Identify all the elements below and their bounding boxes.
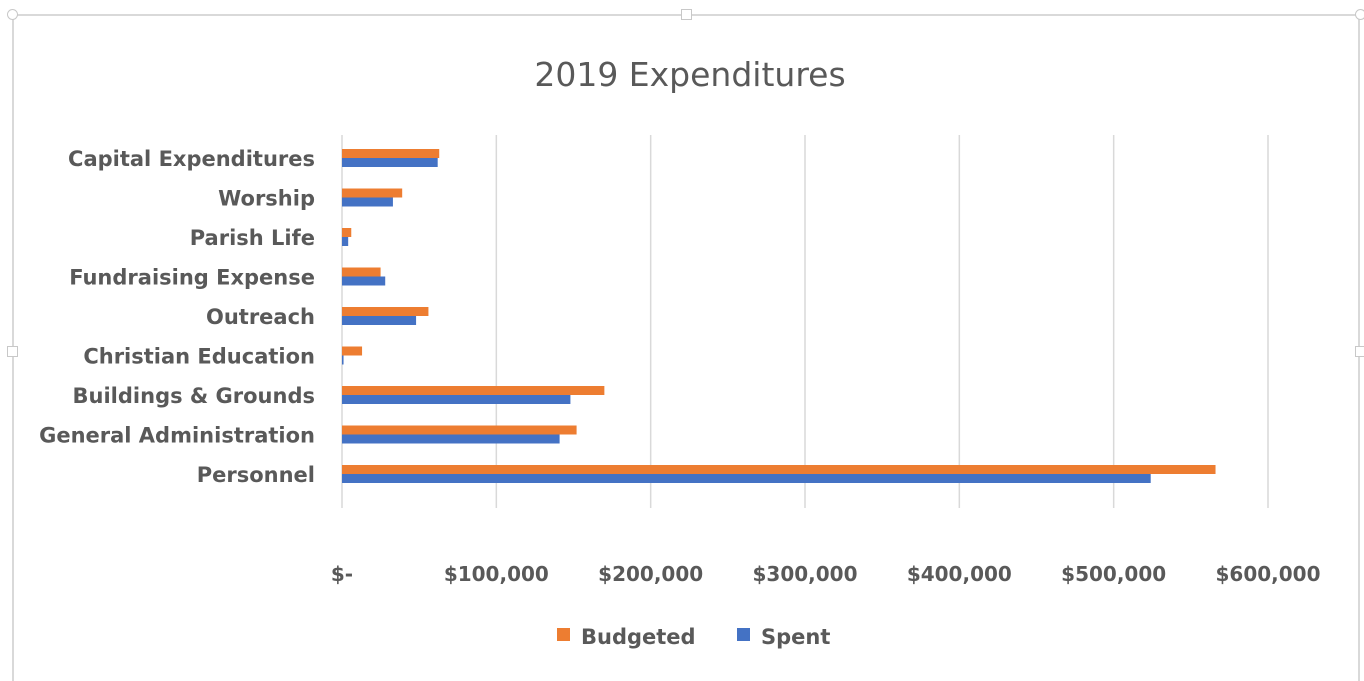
bar-spent-buildings-and-grounds[interactable]: [342, 395, 571, 404]
category-label-outreach: Outreach: [206, 305, 315, 329]
resize-handle-top-left[interactable]: [7, 9, 18, 20]
bar-budgeted-personnel[interactable]: [342, 465, 1216, 474]
x-tick-label-0: $-: [331, 562, 353, 586]
category-label-worship: Worship: [218, 187, 315, 211]
resize-handle-top-right[interactable]: [1355, 9, 1364, 20]
legend: Budgeted Spent: [557, 625, 830, 649]
bars: [342, 149, 1216, 483]
bar-budgeted-general-administration[interactable]: [342, 425, 577, 435]
bar-budgeted-capital-expenditures[interactable]: [342, 149, 440, 158]
category-label-general-administration: General Administration: [39, 424, 315, 448]
bar-budgeted-parish-life[interactable]: [342, 228, 352, 237]
bar-spent-general-administration[interactable]: [342, 434, 560, 444]
resize-handle-middle-left[interactable]: [7, 346, 18, 357]
resize-handle-top-center[interactable]: [681, 9, 692, 20]
category-label-personnel: Personnel: [197, 463, 315, 487]
bar-spent-capital-expenditures[interactable]: [342, 158, 438, 167]
bar-spent-worship[interactable]: [342, 197, 393, 207]
bar-spent-outreach[interactable]: [342, 316, 417, 325]
legend-label-spent: Spent: [761, 625, 830, 649]
x-axis-tick-labels: $- $100,000 $200,000 $300,000 $400,000 $500,0…: [331, 562, 1321, 586]
category-label-capital-expenditures: Capital Expenditures: [68, 147, 315, 171]
category-label-buildings-and-grounds: Buildings & Grounds: [73, 384, 315, 408]
category-label-christian-education: Christian Education: [83, 345, 315, 369]
chart-title: 2019 Expenditures: [534, 55, 845, 94]
bar-spent-personnel[interactable]: [342, 474, 1151, 483]
category-label-fundraising-expense: Fundraising Expense: [69, 266, 315, 290]
category-labels: Capital Expenditures Worship Parish Life Fu…: [39, 147, 315, 487]
bar-spent-parish-life[interactable]: [342, 237, 349, 246]
x-tick-label-6: $600,000: [1215, 562, 1320, 586]
x-tick-label-3: $300,000: [752, 562, 857, 586]
bar-spent-christian-education[interactable]: [342, 355, 344, 365]
legend-label-budgeted: Budgeted: [581, 625, 696, 649]
category-label-parish-life: Parish Life: [190, 226, 315, 250]
legend-swatch-spent: [737, 628, 750, 641]
resize-handle-middle-right[interactable]: [1355, 346, 1364, 357]
x-tick-label-1: $100,000: [444, 562, 549, 586]
bar-budgeted-worship[interactable]: [342, 188, 403, 198]
x-tick-label-2: $200,000: [598, 562, 703, 586]
gridlines: [341, 135, 1269, 508]
x-tick-label-4: $400,000: [907, 562, 1012, 586]
x-tick-label-5: $500,000: [1061, 562, 1166, 586]
bar-spent-fundraising-expense[interactable]: [342, 276, 386, 286]
bar-budgeted-buildings-and-grounds[interactable]: [342, 386, 605, 395]
bar-budgeted-fundraising-expense[interactable]: [342, 267, 381, 277]
legend-swatch-budgeted: [557, 628, 570, 641]
bar-budgeted-outreach[interactable]: [342, 307, 429, 316]
bar-budgeted-christian-education[interactable]: [342, 346, 363, 356]
